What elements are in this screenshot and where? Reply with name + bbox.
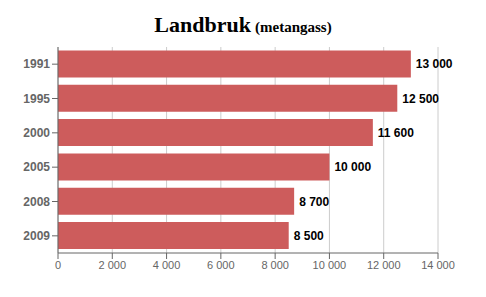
svg-text:1991: 1991 — [23, 57, 50, 71]
svg-text:0: 0 — [55, 259, 61, 271]
svg-text:10 000: 10 000 — [313, 259, 347, 271]
svg-text:2008: 2008 — [23, 195, 50, 209]
svg-text:4 000: 4 000 — [153, 259, 181, 271]
svg-text:2000: 2000 — [23, 126, 50, 140]
svg-text:1995: 1995 — [23, 92, 50, 106]
svg-text:2009: 2009 — [23, 229, 50, 243]
svg-text:13 000: 13 000 — [416, 57, 453, 71]
svg-text:2 000: 2 000 — [99, 259, 127, 271]
svg-text:12 500: 12 500 — [402, 92, 439, 106]
svg-text:10 000: 10 000 — [334, 160, 371, 174]
svg-text:12 000: 12 000 — [367, 259, 401, 271]
svg-text:8 000: 8 000 — [261, 259, 289, 271]
svg-text:14 000: 14 000 — [421, 259, 455, 271]
svg-text:11 600: 11 600 — [378, 126, 414, 140]
html-text:Landbruk (metangass): Landbruk (metangass) — [154, 12, 332, 37]
svg-text:2005: 2005 — [23, 160, 50, 174]
svg-text:6 000: 6 000 — [207, 259, 235, 271]
svg-text:8 700: 8 700 — [299, 195, 329, 209]
svg-text:8 500: 8 500 — [294, 229, 324, 243]
